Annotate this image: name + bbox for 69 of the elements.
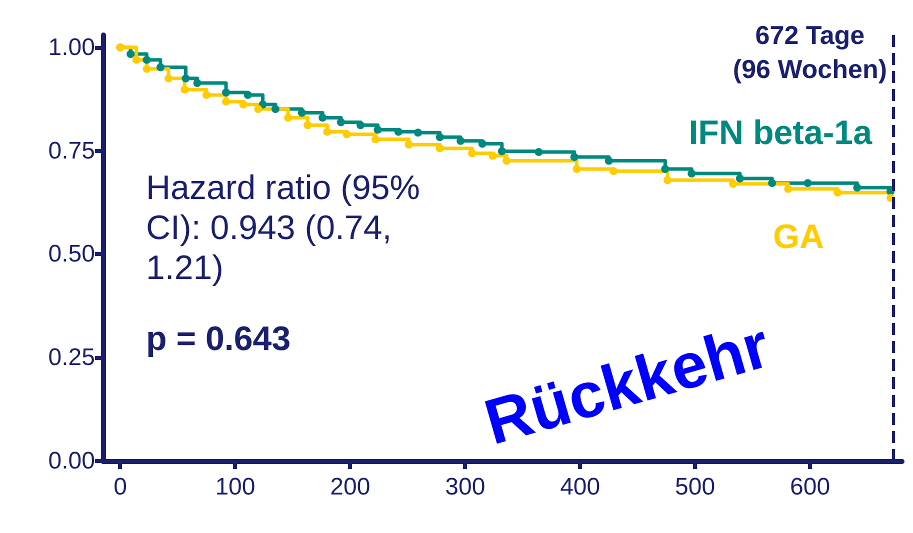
point	[254, 105, 262, 114]
point	[142, 64, 151, 73]
point	[374, 126, 382, 134]
x-tick-label: 200	[330, 474, 370, 500]
point	[336, 118, 345, 126]
point	[534, 148, 543, 156]
point	[239, 100, 248, 108]
annotation: p = 0.643	[146, 320, 291, 358]
point	[604, 156, 613, 165]
x-tick-label: 0	[114, 474, 127, 500]
point	[318, 114, 327, 122]
point	[164, 74, 173, 82]
point	[202, 90, 210, 99]
x-tick-label: 300	[445, 474, 486, 500]
point	[356, 121, 365, 130]
point	[834, 188, 842, 197]
point	[784, 184, 792, 193]
x-tick-label: 600	[790, 474, 830, 500]
point	[661, 165, 670, 173]
point	[468, 149, 476, 158]
point	[572, 165, 581, 173]
point	[478, 140, 486, 148]
point	[126, 50, 135, 58]
y-tick-label: 0.00	[48, 448, 95, 474]
point	[436, 133, 444, 142]
point	[132, 56, 140, 64]
x-tick-label: 400	[560, 474, 600, 500]
point	[394, 128, 402, 136]
point	[729, 180, 738, 188]
point	[498, 147, 506, 156]
point	[768, 179, 776, 188]
annotation: Hazard ratio (95% CI): 0.943 (0.74, 1.21)	[146, 169, 430, 287]
point	[180, 86, 189, 94]
point	[271, 105, 280, 114]
y-tick-label: 0.50	[48, 240, 95, 268]
point	[371, 135, 380, 144]
point	[244, 90, 252, 99]
point	[193, 78, 202, 87]
y-tick-label: 0.75	[48, 137, 95, 164]
point	[298, 108, 306, 117]
point	[222, 98, 230, 106]
point	[502, 156, 511, 165]
point	[804, 179, 812, 188]
point	[222, 88, 230, 96]
point	[609, 167, 618, 176]
point	[570, 153, 578, 162]
series-label: IFN beta-1a	[688, 114, 874, 152]
point	[688, 170, 696, 178]
point	[304, 121, 312, 130]
point	[736, 174, 744, 183]
point	[284, 114, 292, 122]
point	[436, 144, 444, 152]
point	[182, 74, 190, 82]
point	[404, 140, 413, 149]
x-tick-label: 500	[675, 474, 716, 500]
point	[663, 176, 672, 184]
y-tick-label: 0.25	[48, 344, 95, 372]
ref-line-label: 672 Tage (96 Wochen)	[732, 20, 888, 84]
point	[323, 128, 332, 136]
y-tick-label: 1.00	[48, 34, 95, 61]
point	[142, 56, 151, 64]
point	[414, 128, 422, 137]
x-tick-label: 100	[215, 474, 256, 500]
point	[488, 152, 497, 160]
point	[853, 184, 862, 192]
point	[342, 130, 351, 138]
point	[156, 63, 164, 72]
point	[456, 136, 465, 145]
series-label: GA	[773, 218, 824, 256]
